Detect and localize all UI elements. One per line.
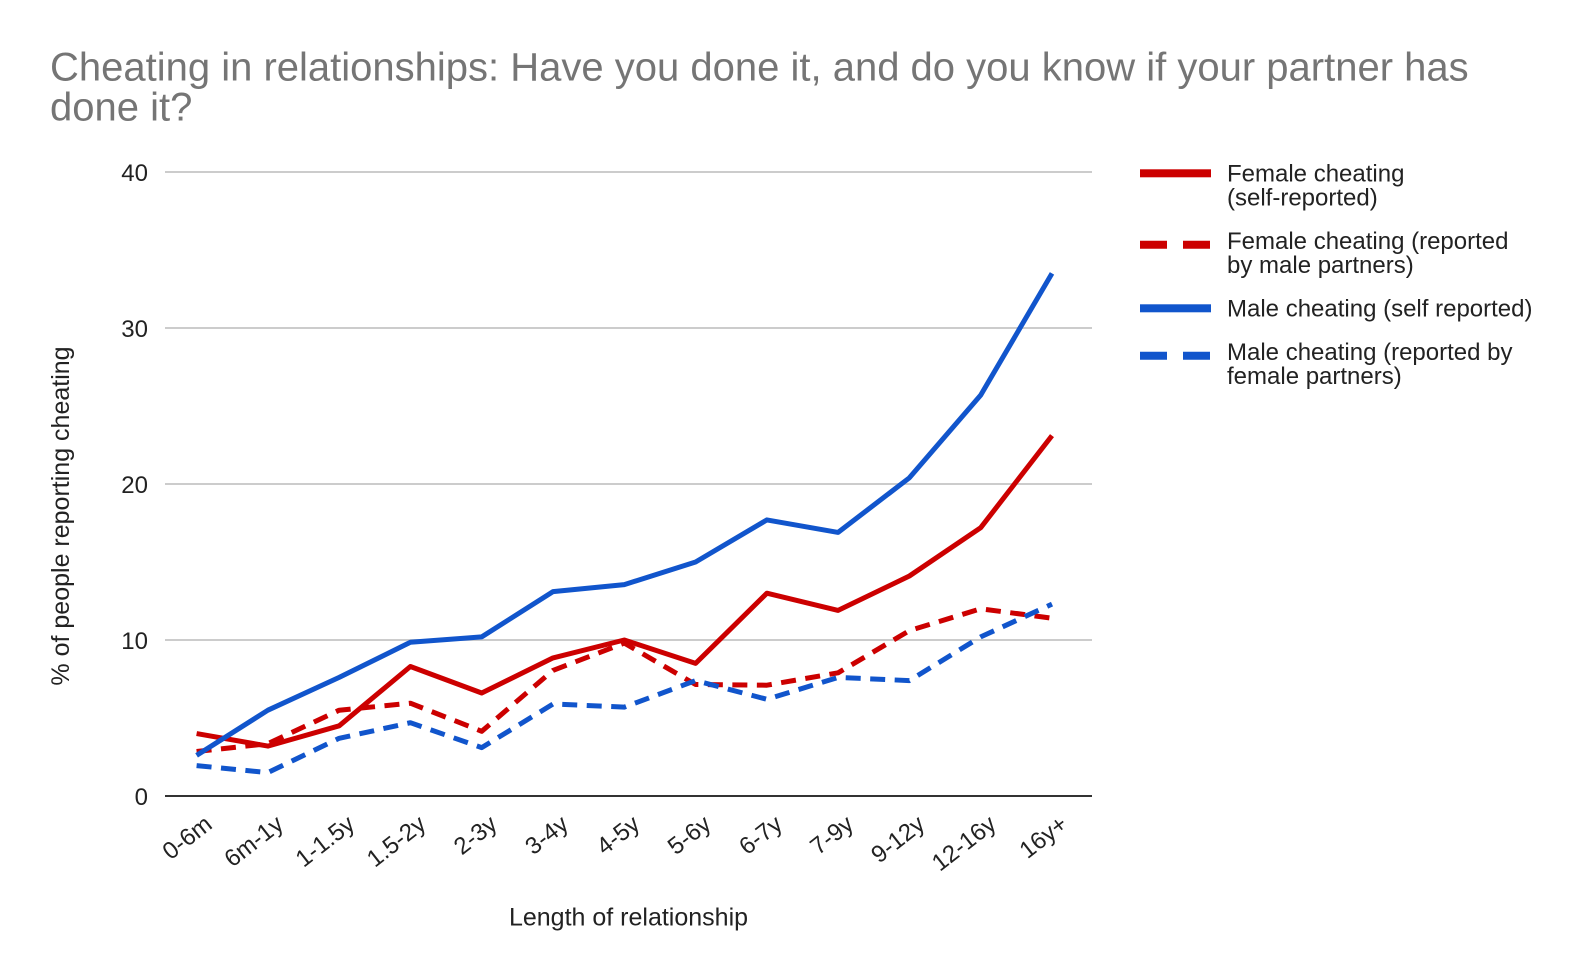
svg-text:female partners): female partners) (1227, 363, 1402, 390)
svg-text:0: 0 (135, 784, 148, 811)
svg-text:Cheating in relationships: Hav: Cheating in relationships: Have you done… (50, 46, 1469, 90)
svg-text:Male cheating (reported by: Male cheating (reported by (1227, 339, 1513, 366)
svg-text:20: 20 (121, 472, 148, 499)
svg-text:% of people reporting cheating: % of people reporting cheating (47, 346, 75, 685)
svg-text:by male partners): by male partners) (1227, 252, 1414, 279)
svg-text:(self-reported): (self-reported) (1227, 185, 1378, 212)
svg-text:done it?: done it? (50, 86, 192, 130)
svg-text:Length of relationship: Length of relationship (509, 904, 748, 932)
svg-text:Female cheating: Female cheating (1227, 161, 1404, 188)
svg-text:10: 10 (121, 628, 148, 655)
svg-text:40: 40 (121, 160, 148, 187)
svg-text:30: 30 (121, 316, 148, 343)
svg-text:Female cheating (reported: Female cheating (reported (1227, 228, 1508, 255)
svg-text:Male cheating (self reported): Male cheating (self reported) (1227, 296, 1532, 323)
